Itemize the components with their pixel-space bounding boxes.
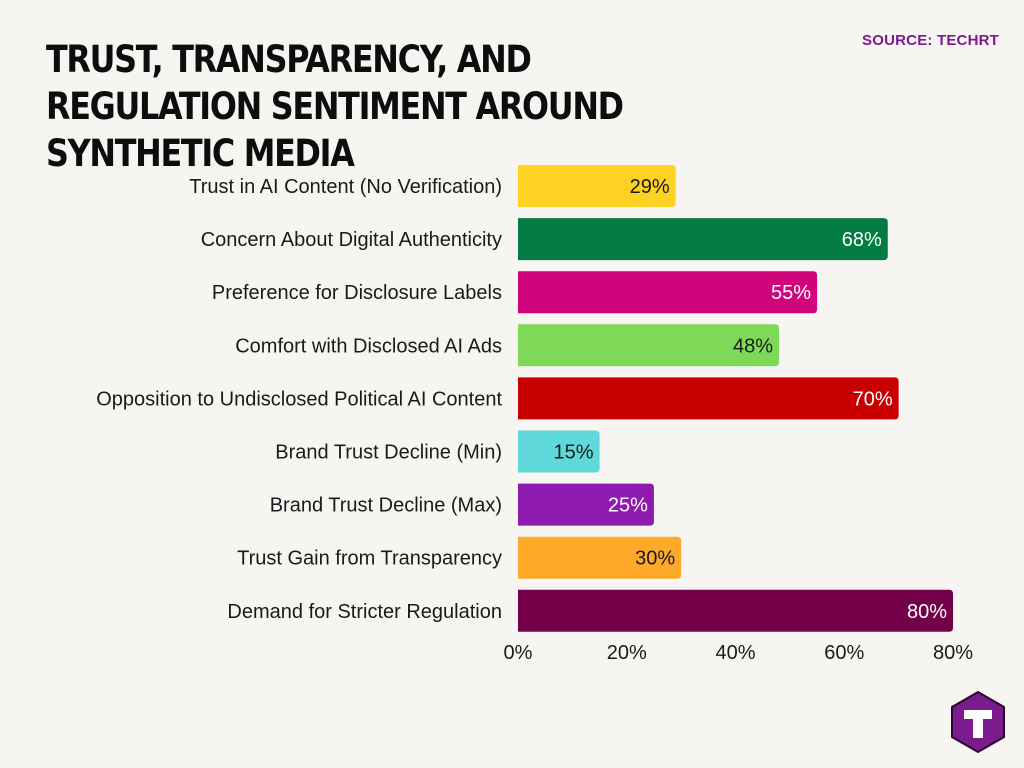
bar — [518, 430, 600, 473]
bar — [518, 483, 654, 526]
category-label: Trust in AI Content (No Verification) — [189, 176, 502, 198]
category-label: Opposition to Undisclosed Political AI C… — [96, 388, 502, 410]
category-label: Preference for Disclosure Labels — [212, 282, 502, 304]
data-label: 80% — [907, 601, 947, 623]
x-tick-label: 80% — [933, 642, 973, 664]
bar — [518, 536, 682, 579]
category-label: Brand Trust Decline (Max) — [270, 495, 502, 517]
chart-title: TRUST, TRANSPARENCY, AND REGULATION SENT… — [46, 38, 624, 175]
data-label: 68% — [842, 229, 882, 251]
data-label: 30% — [635, 548, 675, 570]
category-label: Brand Trust Decline (Min) — [275, 442, 502, 464]
source-label: SOURCE: TECHRT — [862, 32, 999, 49]
category-label: Concern About Digital Authenticity — [201, 229, 502, 251]
category-label: Comfort with Disclosed AI Ads — [235, 335, 502, 357]
data-label: 15% — [554, 442, 594, 464]
x-tick-label: 20% — [607, 642, 647, 664]
x-tick-label: 60% — [824, 642, 864, 664]
data-label: 48% — [733, 335, 773, 357]
x-tick-label: 0% — [504, 642, 533, 664]
bar — [518, 324, 779, 367]
category-label: Demand for Stricter Regulation — [227, 601, 502, 623]
logo-letter-t — [964, 710, 992, 738]
techrt-logo-icon — [951, 690, 1005, 754]
bar — [518, 589, 953, 632]
bar — [518, 165, 676, 207]
x-tick-label: 40% — [715, 642, 755, 664]
data-label: 70% — [853, 388, 893, 410]
category-label: Trust Gain from Transparency — [237, 548, 502, 570]
bar — [518, 218, 888, 261]
data-label: 55% — [771, 282, 811, 304]
bar — [518, 271, 818, 314]
bar — [518, 377, 899, 420]
data-label: 25% — [608, 495, 648, 517]
data-label: 29% — [630, 176, 670, 198]
